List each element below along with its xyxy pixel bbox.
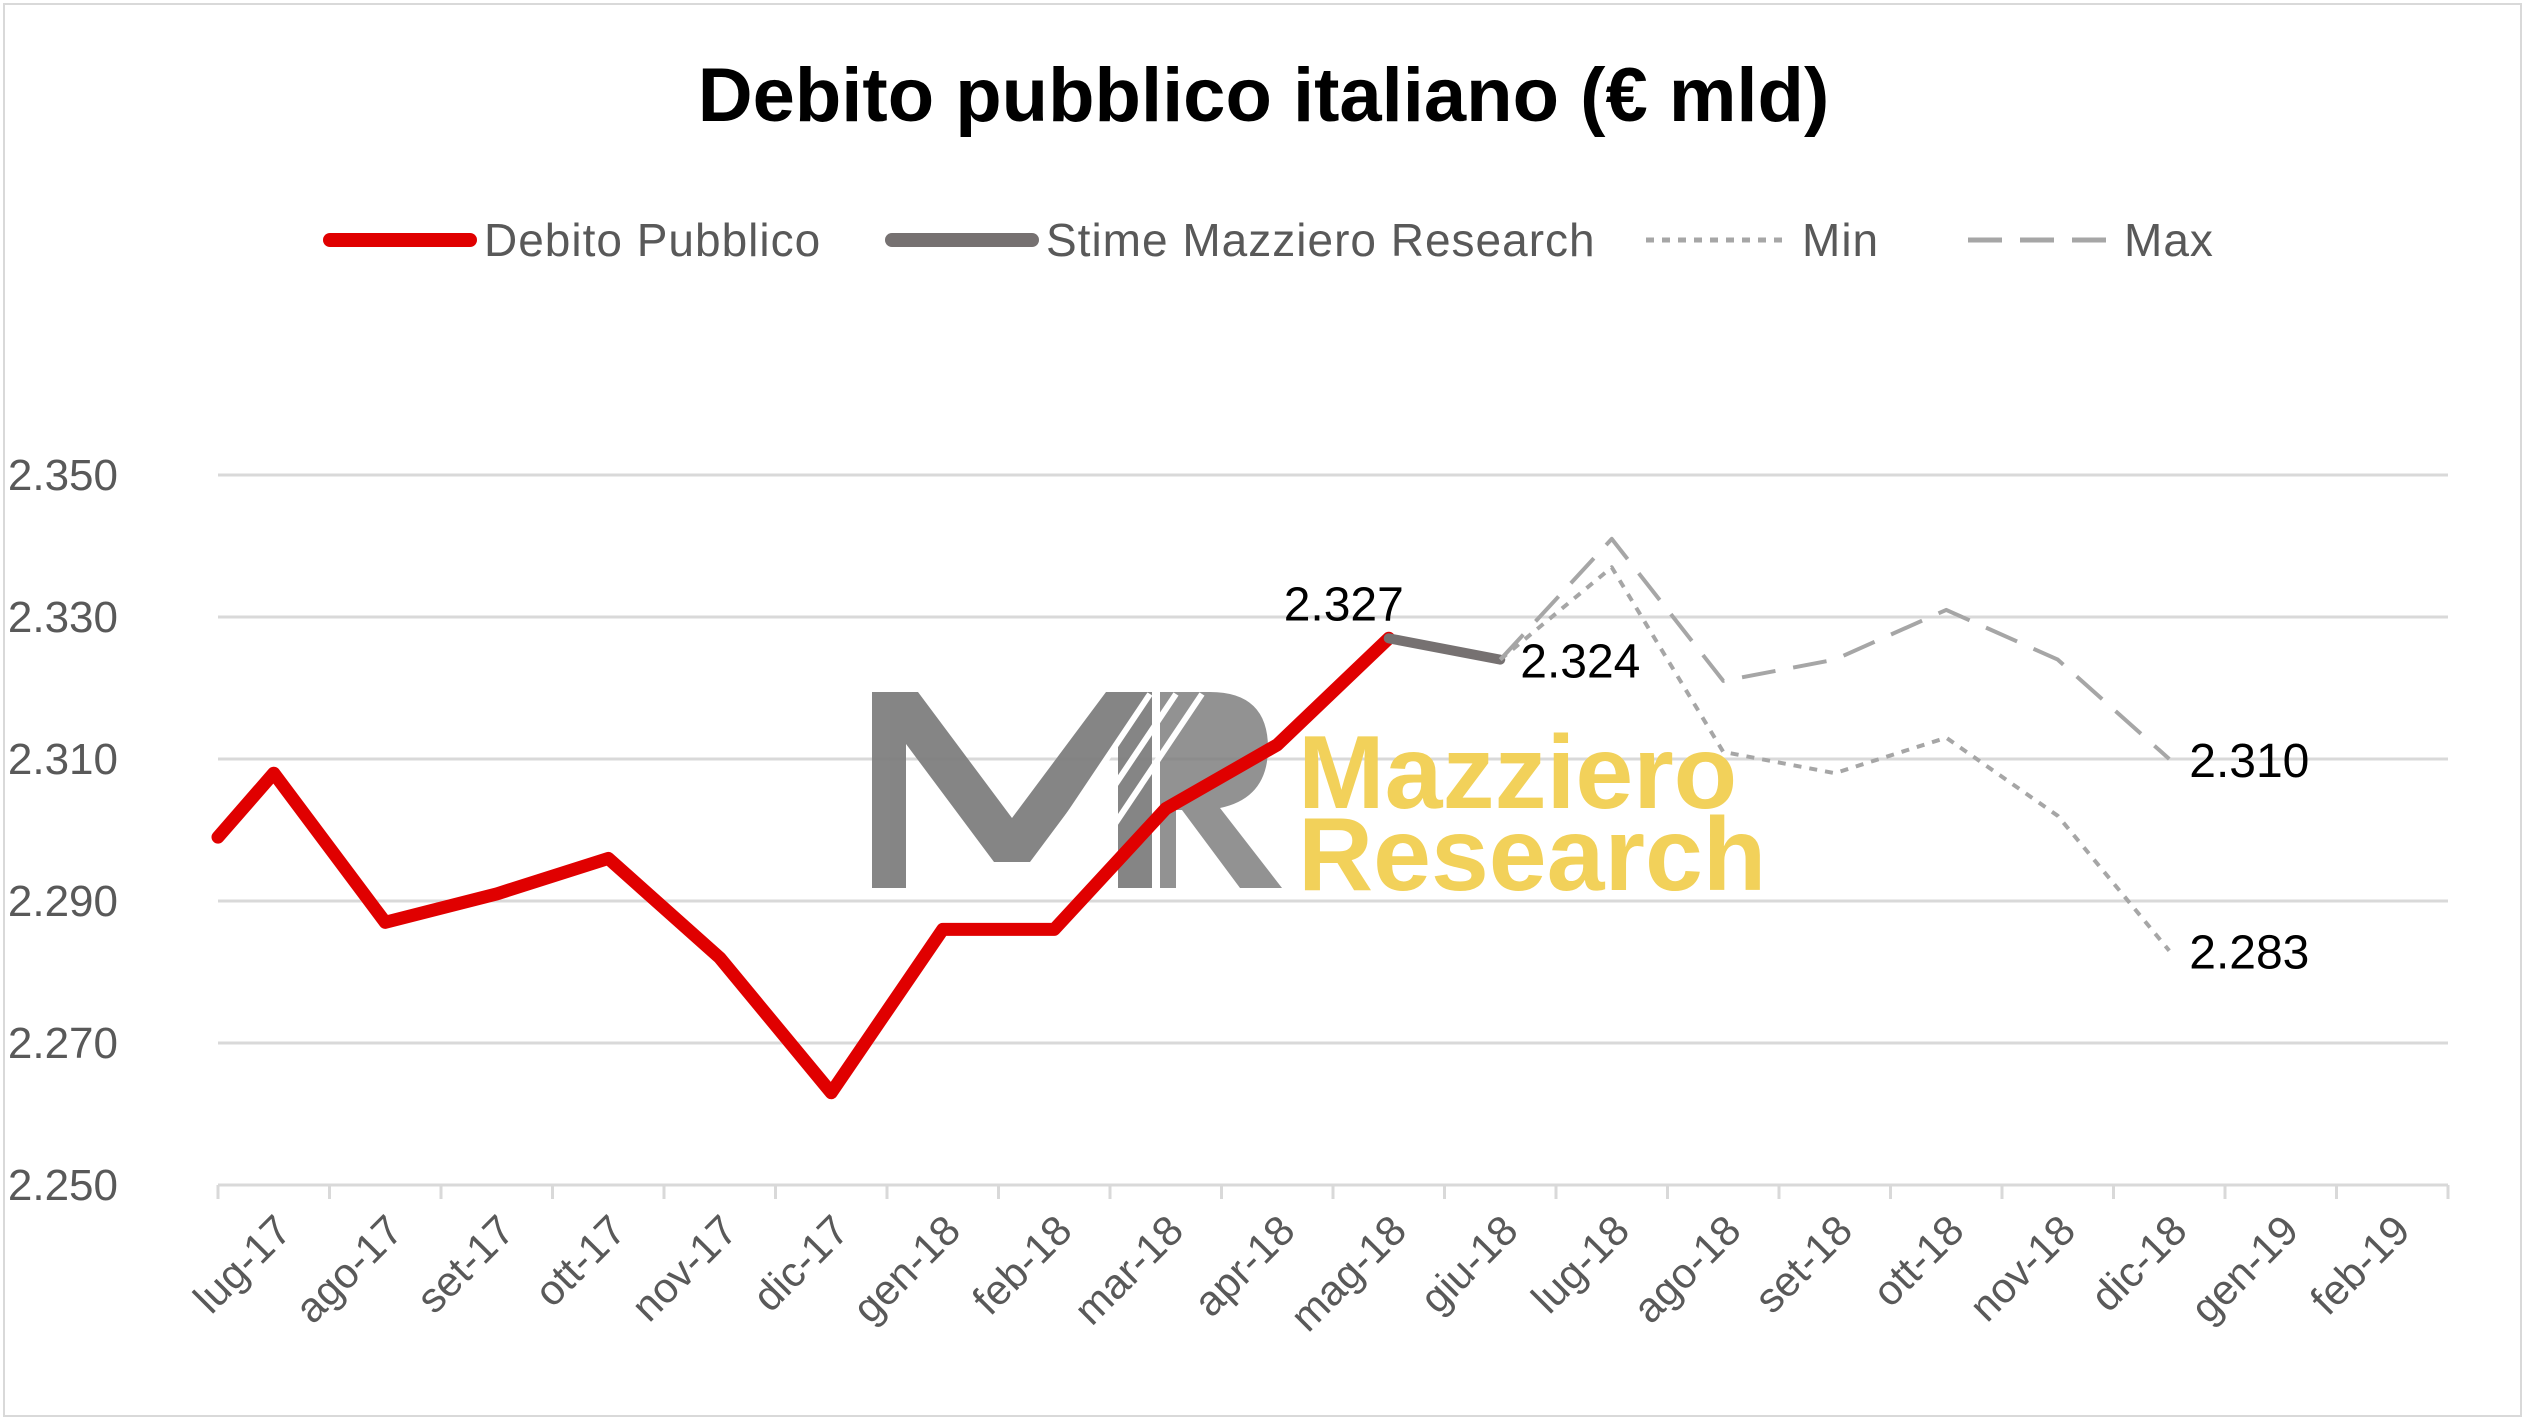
x-tick-label: ott-17 — [525, 1206, 634, 1315]
watermark-line2: Research — [1298, 797, 1766, 913]
legend: Debito Pubblico Stime Mazziero Research … — [0, 205, 2527, 275]
series-line-min — [1498, 565, 2171, 952]
gridlines — [218, 473, 2448, 1045]
legend-item-min: Min — [1640, 205, 1879, 275]
legend-swatch-stime — [885, 233, 1039, 247]
x-tick-label: gen-18 — [843, 1206, 969, 1332]
series-lines — [211, 536, 2171, 1100]
y-tick-label: 2.250 — [8, 1161, 118, 1210]
x-tick-label: lug-17 — [184, 1206, 300, 1322]
legend-swatch-max — [1968, 237, 2112, 243]
legend-label-min: Min — [1802, 214, 1880, 266]
series-line-debito-pubblico — [211, 631, 1396, 1100]
series-line-stime-mazziero-research — [1383, 633, 1506, 665]
y-tick-label: 2.330 — [8, 593, 118, 642]
x-tick-label: lug-18 — [1522, 1206, 1638, 1322]
x-tick-label: nov-17 — [622, 1206, 746, 1330]
legend-item-max: Max — [1962, 205, 2214, 275]
y-tick-label: 2.350 — [8, 451, 118, 500]
x-axis — [216, 1183, 2450, 1199]
x-tick-label: nov-18 — [1960, 1206, 2084, 1330]
legend-label-stime: Stime Mazziero Research — [1046, 214, 1596, 266]
x-tick-label: set-17 — [407, 1206, 523, 1322]
data-label: 2.310 — [2189, 735, 2309, 788]
watermark-logo: Mazziero Research — [872, 692, 1766, 913]
chart-title: Debito pubblico italiano (€ mld) — [697, 53, 1830, 138]
legend-label-debito: Debito Pubblico — [484, 214, 822, 266]
legend-item-debito: Debito Pubblico — [322, 205, 821, 275]
y-tick-label: 2.310 — [8, 735, 118, 784]
x-tick-label: gen-19 — [2181, 1206, 2307, 1332]
legend-item-stime: Stime Mazziero Research — [884, 205, 1596, 275]
data-label: 2.327 — [1284, 578, 1404, 631]
y-axis-labels: 2.250 2.270 2.290 2.310 2.330 2.350 — [8, 451, 118, 1210]
watermark-line1: Mazziero — [1298, 715, 1737, 831]
legend-swatch-min — [1646, 237, 1790, 243]
x-tick-label: giu-18 — [1411, 1206, 1527, 1322]
x-tick-label: mar-18 — [1065, 1206, 1192, 1333]
x-tick-label: feb-19 — [2301, 1206, 2418, 1323]
chart-frame — [3, 3, 2522, 1417]
x-tick-label: dic-17 — [743, 1206, 857, 1320]
x-tick-label: set-18 — [1745, 1206, 1861, 1322]
x-tick-label: feb-18 — [963, 1206, 1080, 1323]
x-tick-label: ago-17 — [286, 1206, 412, 1332]
data-label: 2.283 — [2189, 927, 2309, 980]
x-tick-label: ott-18 — [1863, 1206, 1972, 1315]
x-tick-label: mag-18 — [1281, 1206, 1415, 1340]
series-line-max — [1498, 536, 2171, 761]
y-tick-label: 2.270 — [8, 1019, 118, 1068]
x-tick-label: dic-18 — [2081, 1206, 2195, 1320]
legend-label-max: Max — [2124, 214, 2214, 266]
y-tick-label: 2.290 — [8, 877, 118, 926]
data-labels: 2.327 2.324 2.310 2.283 — [1284, 578, 2310, 979]
x-tick-label: ago-18 — [1624, 1206, 1750, 1332]
watermark-monogram — [872, 692, 1282, 890]
legend-swatch-debito — [323, 233, 477, 247]
data-label: 2.324 — [1520, 636, 1640, 689]
